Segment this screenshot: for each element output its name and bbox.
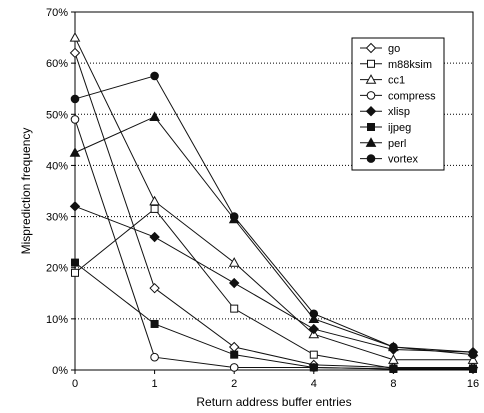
y-tick-label: 20% — [46, 263, 68, 275]
data-point-cc1 — [149, 195, 160, 206]
x-axis-ticks: 0 1 2 4 8 16 — [72, 370, 479, 390]
series-line-go — [74, 52, 473, 368]
data-point-cc1 — [228, 257, 240, 267]
data-point-vortex — [468, 350, 478, 359]
legend-label: compress — [388, 90, 436, 102]
legend-marker-compress — [366, 91, 376, 100]
legend-box — [351, 37, 445, 171]
data-point-vortex — [389, 342, 398, 352]
legend-marker-ijpeg — [367, 123, 375, 131]
legend-item-cc1: cc1 — [360, 74, 405, 87]
x-tick-label: 16 — [467, 378, 479, 390]
data-point-perl — [149, 111, 160, 121]
x-tick-label: 4 — [311, 378, 317, 390]
series-ijpeg — [71, 258, 477, 373]
y-tick-label: 60% — [46, 58, 68, 70]
data-point-vortex — [70, 94, 80, 104]
legend-item-compress: compress — [360, 90, 436, 102]
data-point-ijpeg — [150, 319, 159, 328]
legend-label: cc1 — [388, 75, 405, 87]
legend-item-perl: perl — [360, 137, 406, 150]
x-tick-label: 1 — [152, 378, 158, 390]
data-point-m88ksim — [150, 204, 159, 213]
data-point-compress — [70, 115, 80, 124]
data-point-perl — [308, 313, 320, 323]
data-point-ijpeg — [309, 363, 318, 372]
data-point-xlisp — [228, 277, 240, 289]
series-line-ijpeg — [74, 262, 473, 370]
y-axis-label: Misprediction frequency — [19, 128, 33, 255]
legend-item-go: go — [360, 42, 400, 55]
legend-marker-vortex — [366, 154, 376, 163]
legend-label: perl — [388, 138, 406, 150]
legend-label: m88ksim — [388, 59, 432, 71]
series-vortex — [70, 71, 478, 359]
y-tick-label: 70% — [46, 7, 68, 19]
x-axis-label: Return address buffer entries — [196, 395, 351, 409]
data-point-m88ksim — [71, 268, 79, 277]
data-point-cc1 — [388, 354, 399, 364]
data-point-ijpeg — [389, 364, 398, 373]
x-tick-label: 8 — [390, 378, 396, 390]
series-group — [69, 32, 479, 374]
legend-marker-go — [365, 42, 377, 54]
plot-area — [74, 11, 474, 371]
y-axis-ticks: 0% 10% 20% 30% 40% 50% 60% 70% — [46, 7, 75, 377]
data-point-xlisp — [69, 201, 81, 212]
data-point-ijpeg — [230, 350, 239, 359]
legend: go m88ksim cc1 compress xlisp ijpeg perl vortex — [351, 37, 445, 171]
data-point-xlisp — [149, 231, 160, 243]
data-point-vortex — [309, 309, 319, 319]
y-tick-label: 50% — [46, 109, 68, 121]
grid-lines — [75, 62, 473, 320]
legend-item-ijpeg: ijpeg — [360, 122, 411, 134]
data-point-perl — [69, 147, 81, 157]
series-line-xlisp — [74, 205, 474, 353]
data-point-cc1 — [467, 354, 479, 364]
data-point-m88ksim — [309, 350, 318, 359]
data-point-ijpeg — [71, 258, 79, 267]
x-tick-label: 2 — [231, 378, 237, 390]
legend-marker-xlisp — [365, 105, 377, 117]
legend-item-m88ksim: m88ksim — [360, 59, 432, 71]
series-line-cc1 — [74, 37, 473, 361]
legend-label: vortex — [388, 154, 418, 166]
series-line-m88ksim — [74, 208, 473, 369]
y-tick-label: 30% — [46, 212, 68, 224]
legend-marker-m88ksim — [367, 59, 375, 68]
x-tick-label: 0 — [72, 378, 78, 390]
legend-item-xlisp: xlisp — [360, 105, 410, 118]
data-point-compress — [229, 363, 239, 372]
data-point-m88ksim — [230, 304, 239, 313]
data-point-vortex — [150, 71, 159, 81]
y-tick-label: 10% — [46, 314, 68, 326]
legend-item-vortex: vortex — [360, 154, 418, 166]
data-point-cc1 — [69, 32, 81, 42]
data-point-vortex — [229, 212, 239, 221]
data-point-go — [149, 282, 160, 294]
series-line-vortex — [74, 75, 474, 356]
data-point-compress — [150, 352, 159, 362]
y-tick-label: 0% — [52, 365, 68, 377]
legend-marker-perl — [365, 137, 377, 147]
series-xlisp — [69, 201, 479, 358]
legend-label: go — [388, 43, 400, 55]
series-cc1 — [69, 32, 479, 364]
data-point-go — [69, 47, 81, 59]
y-tick-label: 40% — [46, 160, 68, 172]
legend-label: ijpeg — [388, 122, 411, 134]
series-m88ksim — [71, 204, 477, 373]
legend-label: xlisp — [388, 106, 410, 118]
data-point-go — [228, 341, 240, 353]
data-point-ijpeg — [469, 364, 477, 373]
data-point-xlisp — [308, 323, 320, 335]
legend-marker-cc1 — [365, 74, 377, 84]
